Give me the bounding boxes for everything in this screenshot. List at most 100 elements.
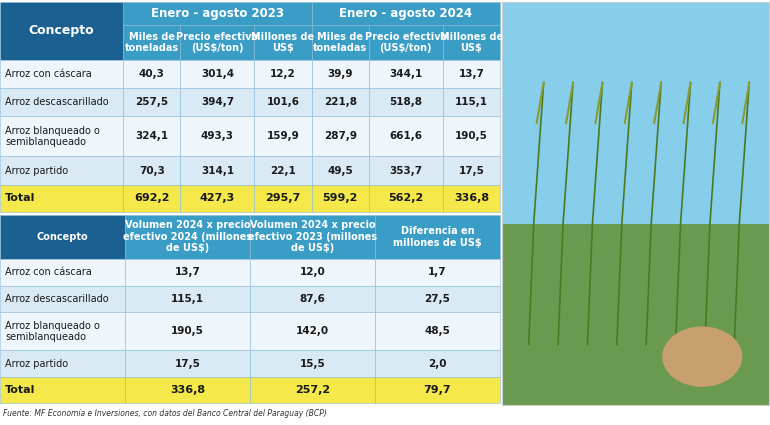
Bar [502,2,769,405]
Bar [254,88,312,116]
Text: 79,7: 79,7 [424,385,451,395]
Text: 142,0: 142,0 [296,326,329,336]
Bar [443,25,500,60]
Bar [250,377,375,403]
Bar [0,88,123,116]
Text: 49,5: 49,5 [327,165,353,176]
Bar [254,116,312,156]
Bar [254,25,312,60]
Bar [0,350,125,377]
Bar [125,377,250,403]
Text: 13,7: 13,7 [175,267,200,277]
Text: 562,2: 562,2 [388,193,424,203]
Bar [312,116,369,156]
Bar [369,60,443,88]
Bar [123,116,180,156]
Text: 257,5: 257,5 [136,97,169,107]
Bar [0,259,125,286]
Bar [369,25,443,60]
Text: 336,8: 336,8 [454,193,489,203]
Bar [375,215,500,259]
Text: Arroz blanqueado o
semiblanqueado: Arroz blanqueado o semiblanqueado [5,320,100,342]
Text: Millones de
US$: Millones de US$ [440,31,503,53]
Text: Volumen 2024 x precio
efectivo 2023 (millones
de US$): Volumen 2024 x precio efectivo 2023 (mil… [248,220,377,253]
Bar [443,60,500,88]
Text: 15,5: 15,5 [300,359,326,369]
Text: Concepto: Concepto [28,24,95,37]
Text: Fuente: MF Economía e Inversiones, con datos del Banco Central del Paraguay (BCP: Fuente: MF Economía e Inversiones, con d… [3,408,327,417]
Bar [0,116,123,156]
Text: 115,1: 115,1 [171,294,204,304]
Text: 493,3: 493,3 [201,131,234,142]
Text: 2,0: 2,0 [428,359,447,369]
Bar [375,350,500,377]
Text: 295,7: 295,7 [266,193,300,203]
Text: 518,8: 518,8 [390,97,422,107]
Bar [312,88,369,116]
Text: 221,8: 221,8 [323,97,357,107]
Bar [123,156,180,185]
Text: 1,7: 1,7 [428,267,447,277]
Bar [250,286,375,312]
Text: 17,5: 17,5 [458,165,484,176]
Bar [254,156,312,185]
Text: 427,3: 427,3 [200,193,235,203]
Bar [312,25,369,60]
Text: 661,6: 661,6 [390,131,422,142]
Text: Concepto: Concepto [37,232,89,242]
Text: Miles de
toneladas: Miles de toneladas [125,31,179,53]
Text: 17,5: 17,5 [175,359,200,369]
Bar [312,60,369,88]
Bar [312,2,500,25]
Text: Enero - agosto 2024: Enero - agosto 2024 [340,7,472,20]
Bar [125,259,250,286]
Bar [369,116,443,156]
Bar [254,60,312,88]
Text: 22,1: 22,1 [270,165,296,176]
Text: 692,2: 692,2 [134,193,169,203]
Text: Enero - agosto 2023: Enero - agosto 2023 [151,7,284,20]
Text: 12,2: 12,2 [270,69,296,79]
Bar [250,350,375,377]
Bar [502,224,769,405]
Bar [123,88,180,116]
Bar [443,88,500,116]
Bar [375,286,500,312]
Text: Volumen 2024 x precio
efectivo 2024 (millones
de US$): Volumen 2024 x precio efectivo 2024 (mil… [123,220,252,253]
Text: 12,0: 12,0 [300,267,326,277]
Bar [0,60,123,88]
Ellipse shape [662,326,742,387]
Text: 353,7: 353,7 [390,165,423,176]
Bar [312,185,369,212]
Bar [0,2,123,60]
Bar [180,88,254,116]
Bar [180,116,254,156]
Text: 190,5: 190,5 [171,326,204,336]
Bar [125,286,250,312]
Text: 599,2: 599,2 [323,193,358,203]
Bar [375,259,500,286]
Text: Arroz blanqueado o
semiblanqueado: Arroz blanqueado o semiblanqueado [5,126,100,147]
Bar [502,2,769,224]
Bar [0,185,123,212]
Text: 301,4: 301,4 [201,69,234,79]
Text: 70,3: 70,3 [139,165,165,176]
Text: 101,6: 101,6 [266,97,300,107]
Text: 87,6: 87,6 [300,294,326,304]
Text: Miles de
toneladas: Miles de toneladas [313,31,367,53]
Bar [123,25,180,60]
Bar [125,215,250,259]
Bar [0,156,123,185]
Bar [0,286,125,312]
Bar [443,185,500,212]
Bar [123,2,312,25]
Bar [180,156,254,185]
Bar [369,88,443,116]
Text: 39,9: 39,9 [327,69,353,79]
Bar [123,60,180,88]
Text: Arroz partido: Arroz partido [5,165,68,176]
Bar [250,312,375,350]
Bar [443,116,500,156]
Text: Arroz descascarillado: Arroz descascarillado [5,294,109,304]
Text: Arroz con cáscara: Arroz con cáscara [5,267,92,277]
